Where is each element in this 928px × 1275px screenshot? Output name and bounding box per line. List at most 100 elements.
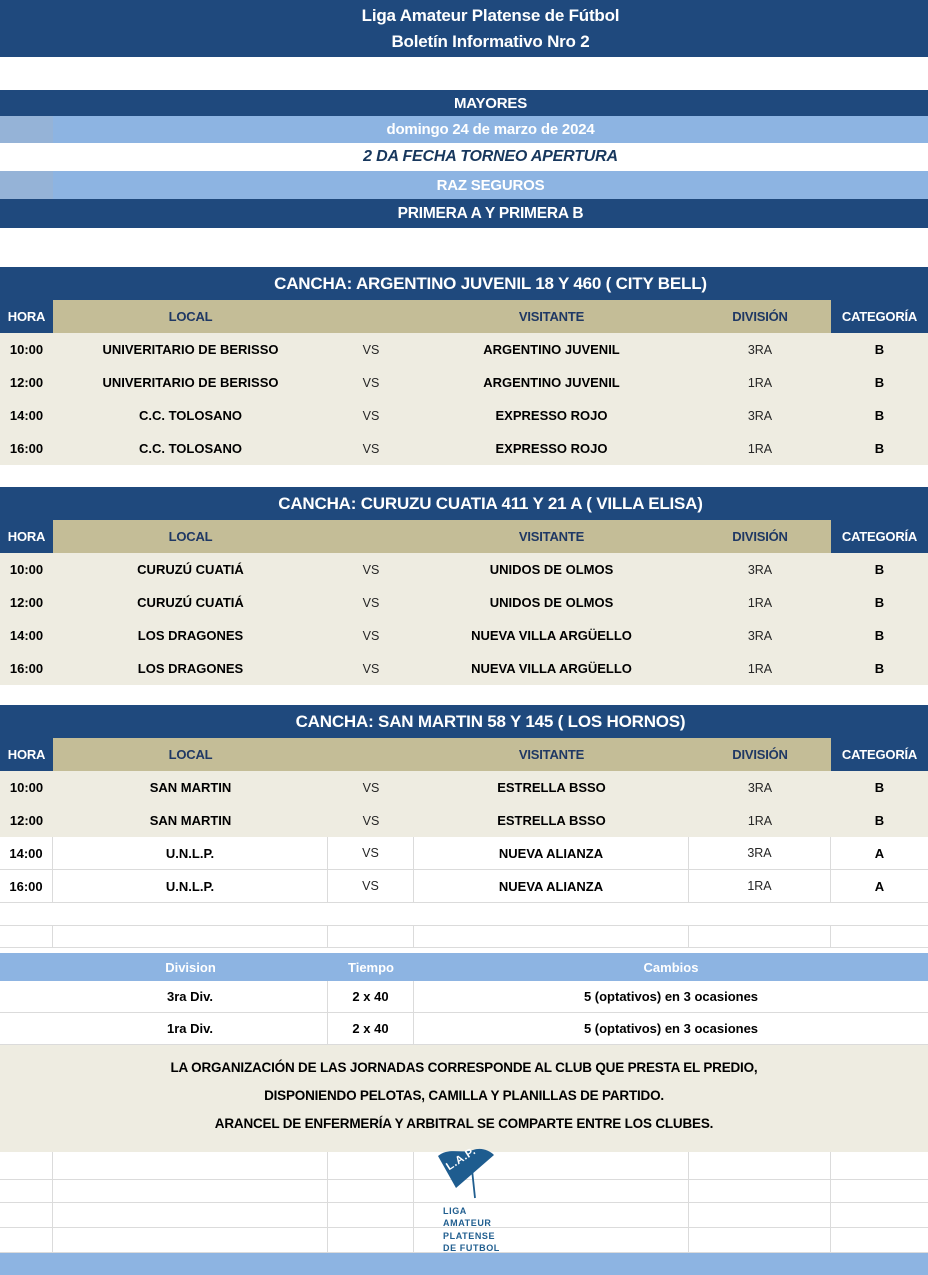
header-visitante: VISITANTE	[414, 520, 689, 553]
category-value: B	[874, 813, 885, 828]
empty-spreadsheet-row	[0, 1228, 928, 1253]
header-categoria: CATEGORÍA	[831, 520, 928, 553]
empty-spreadsheet-row	[0, 1203, 928, 1228]
division-value: 3RA	[747, 342, 773, 357]
division-value: 3RA	[747, 780, 773, 795]
division-value: 3RA	[747, 628, 773, 643]
category-value: B	[874, 375, 885, 390]
match-row: 14:00 U.N.L.P. VS NUEVA ALIANZA 3RA A	[0, 837, 928, 870]
division-value: 1RA	[747, 661, 773, 676]
match-row: 16:00 C.C. TOLOSANO VS EXPRESSO ROJO 1RA…	[0, 432, 928, 465]
venue-table-villa-elisa: CANCHA: CURUZU CUATIA 411 Y 21 A ( VILLA…	[0, 487, 928, 685]
footer-band	[0, 1253, 928, 1275]
home-team: UNIVERITARIO DE BERISSO	[102, 375, 279, 390]
division-value: 1RA	[689, 870, 831, 903]
division-band: PRIMERA A Y PRIMERA B	[0, 199, 928, 228]
match-time: 14:00	[9, 628, 44, 643]
header-division: DIVISIÓN	[689, 300, 831, 333]
home-team: U.N.L.P.	[53, 870, 328, 903]
header-visitante: VISITANTE	[414, 738, 689, 771]
rules-table: Division Tiempo Cambios 3ra Div. 2 x 40 …	[0, 953, 928, 1045]
header-visitante: VISITANTE	[414, 300, 689, 333]
rules-row: 1ra Div. 2 x 40 5 (optativos) en 3 ocasi…	[0, 1013, 928, 1045]
header-local: LOCAL	[53, 520, 328, 553]
match-time: 14:00	[0, 837, 53, 870]
date-band: domingo 24 de marzo de 2024	[0, 116, 928, 143]
away-team: ARGENTINO JUVENIL	[483, 342, 620, 357]
category-value: B	[874, 595, 885, 610]
header-vs	[328, 520, 414, 553]
logo-caption: LIGA AMATEUR PLATENSE DE FUTBOL	[443, 1206, 500, 1253]
spacer	[0, 465, 928, 487]
bulletin-number: Boletín Informativo Nro 2	[391, 31, 590, 51]
match-time: 16:00	[9, 661, 44, 676]
match-time: 10:00	[9, 342, 44, 357]
vs-label: VS	[362, 628, 380, 643]
rules-header-cambios: Cambios	[643, 959, 699, 975]
note-line: LA ORGANIZACIÓN DE LAS JORNADAS CORRESPO…	[170, 1060, 758, 1075]
vs-label: VS	[362, 375, 380, 390]
rules-division-value: 3ra Div.	[53, 981, 328, 1013]
away-team: ARGENTINO JUVENIL	[483, 375, 620, 390]
vs-label: VS	[362, 780, 380, 795]
away-team: ESTRELLA BSSO	[497, 813, 606, 828]
spacer	[0, 57, 928, 90]
category-band: MAYORES	[0, 90, 928, 116]
vs-label: VS	[362, 661, 380, 676]
column-header-row: HORA LOCAL VISITANTE DIVISIÓN CATEGORÍA	[0, 738, 928, 771]
document-title: Liga Amateur Platense de Fútbol Boletín …	[0, 0, 928, 57]
category-value: A	[831, 837, 928, 870]
home-team: C.C. TOLOSANO	[138, 408, 243, 423]
header-local: LOCAL	[53, 738, 328, 771]
rules-cambios-value: 5 (optativos) en 3 ocasiones	[414, 981, 928, 1013]
league-logo: L.A.P. LIGA AMATEUR PLATENSE DE FUTBOL	[435, 1144, 525, 1254]
header-categoria: CATEGORÍA	[831, 300, 928, 333]
rules-division-value: 1ra Div.	[53, 1013, 328, 1045]
header-division: DIVISIÓN	[689, 738, 831, 771]
empty-spreadsheet-row	[0, 925, 928, 948]
category-value: B	[874, 562, 885, 577]
venue-title: CANCHA: SAN MARTIN 58 Y 145 ( LOS HORNOS…	[0, 705, 928, 738]
header-hora: HORA	[0, 520, 53, 553]
category-value: B	[874, 342, 885, 357]
vs-label: VS	[362, 441, 380, 456]
match-time: 10:00	[9, 562, 44, 577]
division-value: 1RA	[747, 375, 773, 390]
vs-label: VS	[362, 562, 380, 577]
match-time: 12:00	[9, 595, 44, 610]
division-value: 1RA	[747, 595, 773, 610]
match-row: 14:00 C.C. TOLOSANO VS EXPRESSO ROJO 3RA…	[0, 399, 928, 432]
venue-table-city-bell: CANCHA: ARGENTINO JUVENIL 18 Y 460 ( CIT…	[0, 267, 928, 465]
away-team: UNIDOS DE OLMOS	[489, 562, 614, 577]
division-value: 3RA	[747, 408, 773, 423]
venue-title: CANCHA: ARGENTINO JUVENIL 18 Y 460 ( CIT…	[0, 267, 928, 300]
header-local: LOCAL	[53, 300, 328, 333]
round-band: 2 DA FECHA TORNEO APERTURA	[0, 143, 928, 171]
home-team: LOS DRAGONES	[137, 661, 244, 676]
match-row: 12:00 UNIVERITARIO DE BERISSO VS ARGENTI…	[0, 366, 928, 399]
match-row: 10:00 UNIVERITARIO DE BERISSO VS ARGENTI…	[0, 333, 928, 366]
home-team: SAN MARTIN	[149, 780, 232, 795]
spacer	[0, 948, 928, 953]
vs-label: VS	[362, 408, 380, 423]
match-row: 10:00 CURUZÚ CUATIÁ VS UNIDOS DE OLMOS 3…	[0, 553, 928, 586]
away-team: EXPRESSO ROJO	[495, 441, 608, 456]
category-value: B	[874, 408, 885, 423]
pennant-flag-icon: L.A.P.	[438, 1145, 494, 1199]
match-time: 16:00	[9, 441, 44, 456]
away-team: ESTRELLA BSSO	[497, 780, 606, 795]
empty-spreadsheet-row	[0, 1180, 928, 1203]
category-value: B	[874, 780, 885, 795]
spacer	[0, 228, 928, 267]
venue-table-los-hornos: CANCHA: SAN MARTIN 58 Y 145 ( LOS HORNOS…	[0, 705, 928, 903]
header-vs	[328, 738, 414, 771]
match-row: 10:00 SAN MARTIN VS ESTRELLA BSSO 3RA B	[0, 771, 928, 804]
category-value: B	[874, 441, 885, 456]
division-value: 3RA	[689, 837, 831, 870]
home-team: U.N.L.P.	[53, 837, 328, 870]
vs-label: VS	[328, 870, 414, 903]
vs-label: VS	[362, 342, 380, 357]
spacer	[0, 685, 928, 705]
match-time: 12:00	[9, 813, 44, 828]
